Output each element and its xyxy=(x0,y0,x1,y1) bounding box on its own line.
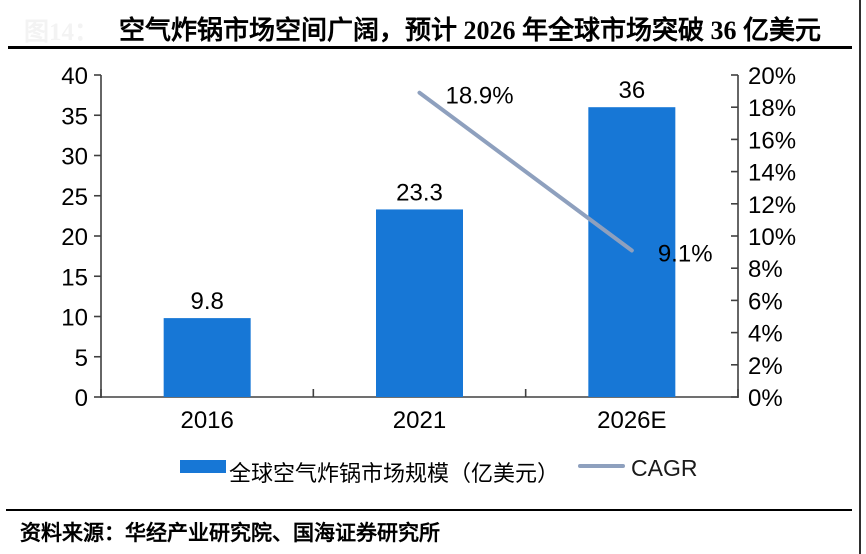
left-axis-tick-label: 25 xyxy=(61,184,88,211)
right-axis-tick-label: 12% xyxy=(748,192,796,219)
bar-data-label: 36 xyxy=(618,77,645,104)
left-axis-tick-label: 5 xyxy=(75,345,88,372)
legend-line-swatch xyxy=(578,464,625,468)
left-axis-tick-label: 30 xyxy=(61,144,88,171)
bar-data-label: 9.8 xyxy=(190,288,223,315)
bar-2021 xyxy=(376,209,463,397)
chart-svg: 0 5 10 15 20 25 30 35 40 0% 2% 4% 6% 8% 10% 12% 14% 16% 18… xyxy=(61,63,796,434)
right-axis-tick-label: 18% xyxy=(748,95,796,122)
footer-divider xyxy=(6,509,852,511)
left-axis-tick-label: 40 xyxy=(61,63,88,90)
right-axis-tick-label: 16% xyxy=(748,127,796,154)
left-axis-tick-label: 35 xyxy=(61,103,88,130)
bar-2016 xyxy=(163,318,251,397)
legend-bar-series-label: 全球空气炸锅市场规模（亿美元） xyxy=(229,461,560,486)
category-label: 2021 xyxy=(393,407,446,434)
line-data-label: 9.1% xyxy=(658,240,713,267)
title-divider xyxy=(8,46,852,49)
right-axis-tick-label: 4% xyxy=(748,321,783,348)
cagr-line xyxy=(417,90,634,253)
source-text: 资料来源：华经产业研究院、国海证券研究所 xyxy=(20,521,440,545)
line-data-label: 18.9% xyxy=(446,83,514,110)
right-axis-tick-label: 6% xyxy=(748,288,783,315)
right-axis-tick-label: 20% xyxy=(748,63,796,90)
right-axis-tick-label: 8% xyxy=(748,256,783,283)
chart-title: 空气炸锅市场空间广阔，预计 2026 年全球市场突破 36 亿美元 xyxy=(118,16,821,45)
right-axis-tick-label: 0% xyxy=(748,385,783,412)
right-axis-tick-label: 10% xyxy=(748,224,796,251)
right-axis-tick-label: 14% xyxy=(748,160,796,187)
category-label: 2026E xyxy=(597,407,666,434)
category-label: 2016 xyxy=(180,407,233,434)
page-right-border xyxy=(859,0,861,554)
bar-data-label: 23.3 xyxy=(396,179,443,206)
legend-bar-swatch xyxy=(180,460,226,473)
left-axis-tick-label: 10 xyxy=(61,305,88,332)
right-axis-tick-label: 2% xyxy=(748,353,783,380)
figure-number-label: 图14： xyxy=(24,19,100,46)
left-axis-tick-label: 20 xyxy=(61,224,88,251)
left-axis-tick-label: 15 xyxy=(61,264,88,291)
combo-chart-canvas: 0 5 10 15 20 25 30 35 40 0% 2% 4% 6% 8% 10% 12% 14% 16% 18… xyxy=(0,55,866,447)
legend-line-series-label: CAGR xyxy=(631,455,698,481)
left-axis-tick-label: 0 xyxy=(75,385,88,412)
